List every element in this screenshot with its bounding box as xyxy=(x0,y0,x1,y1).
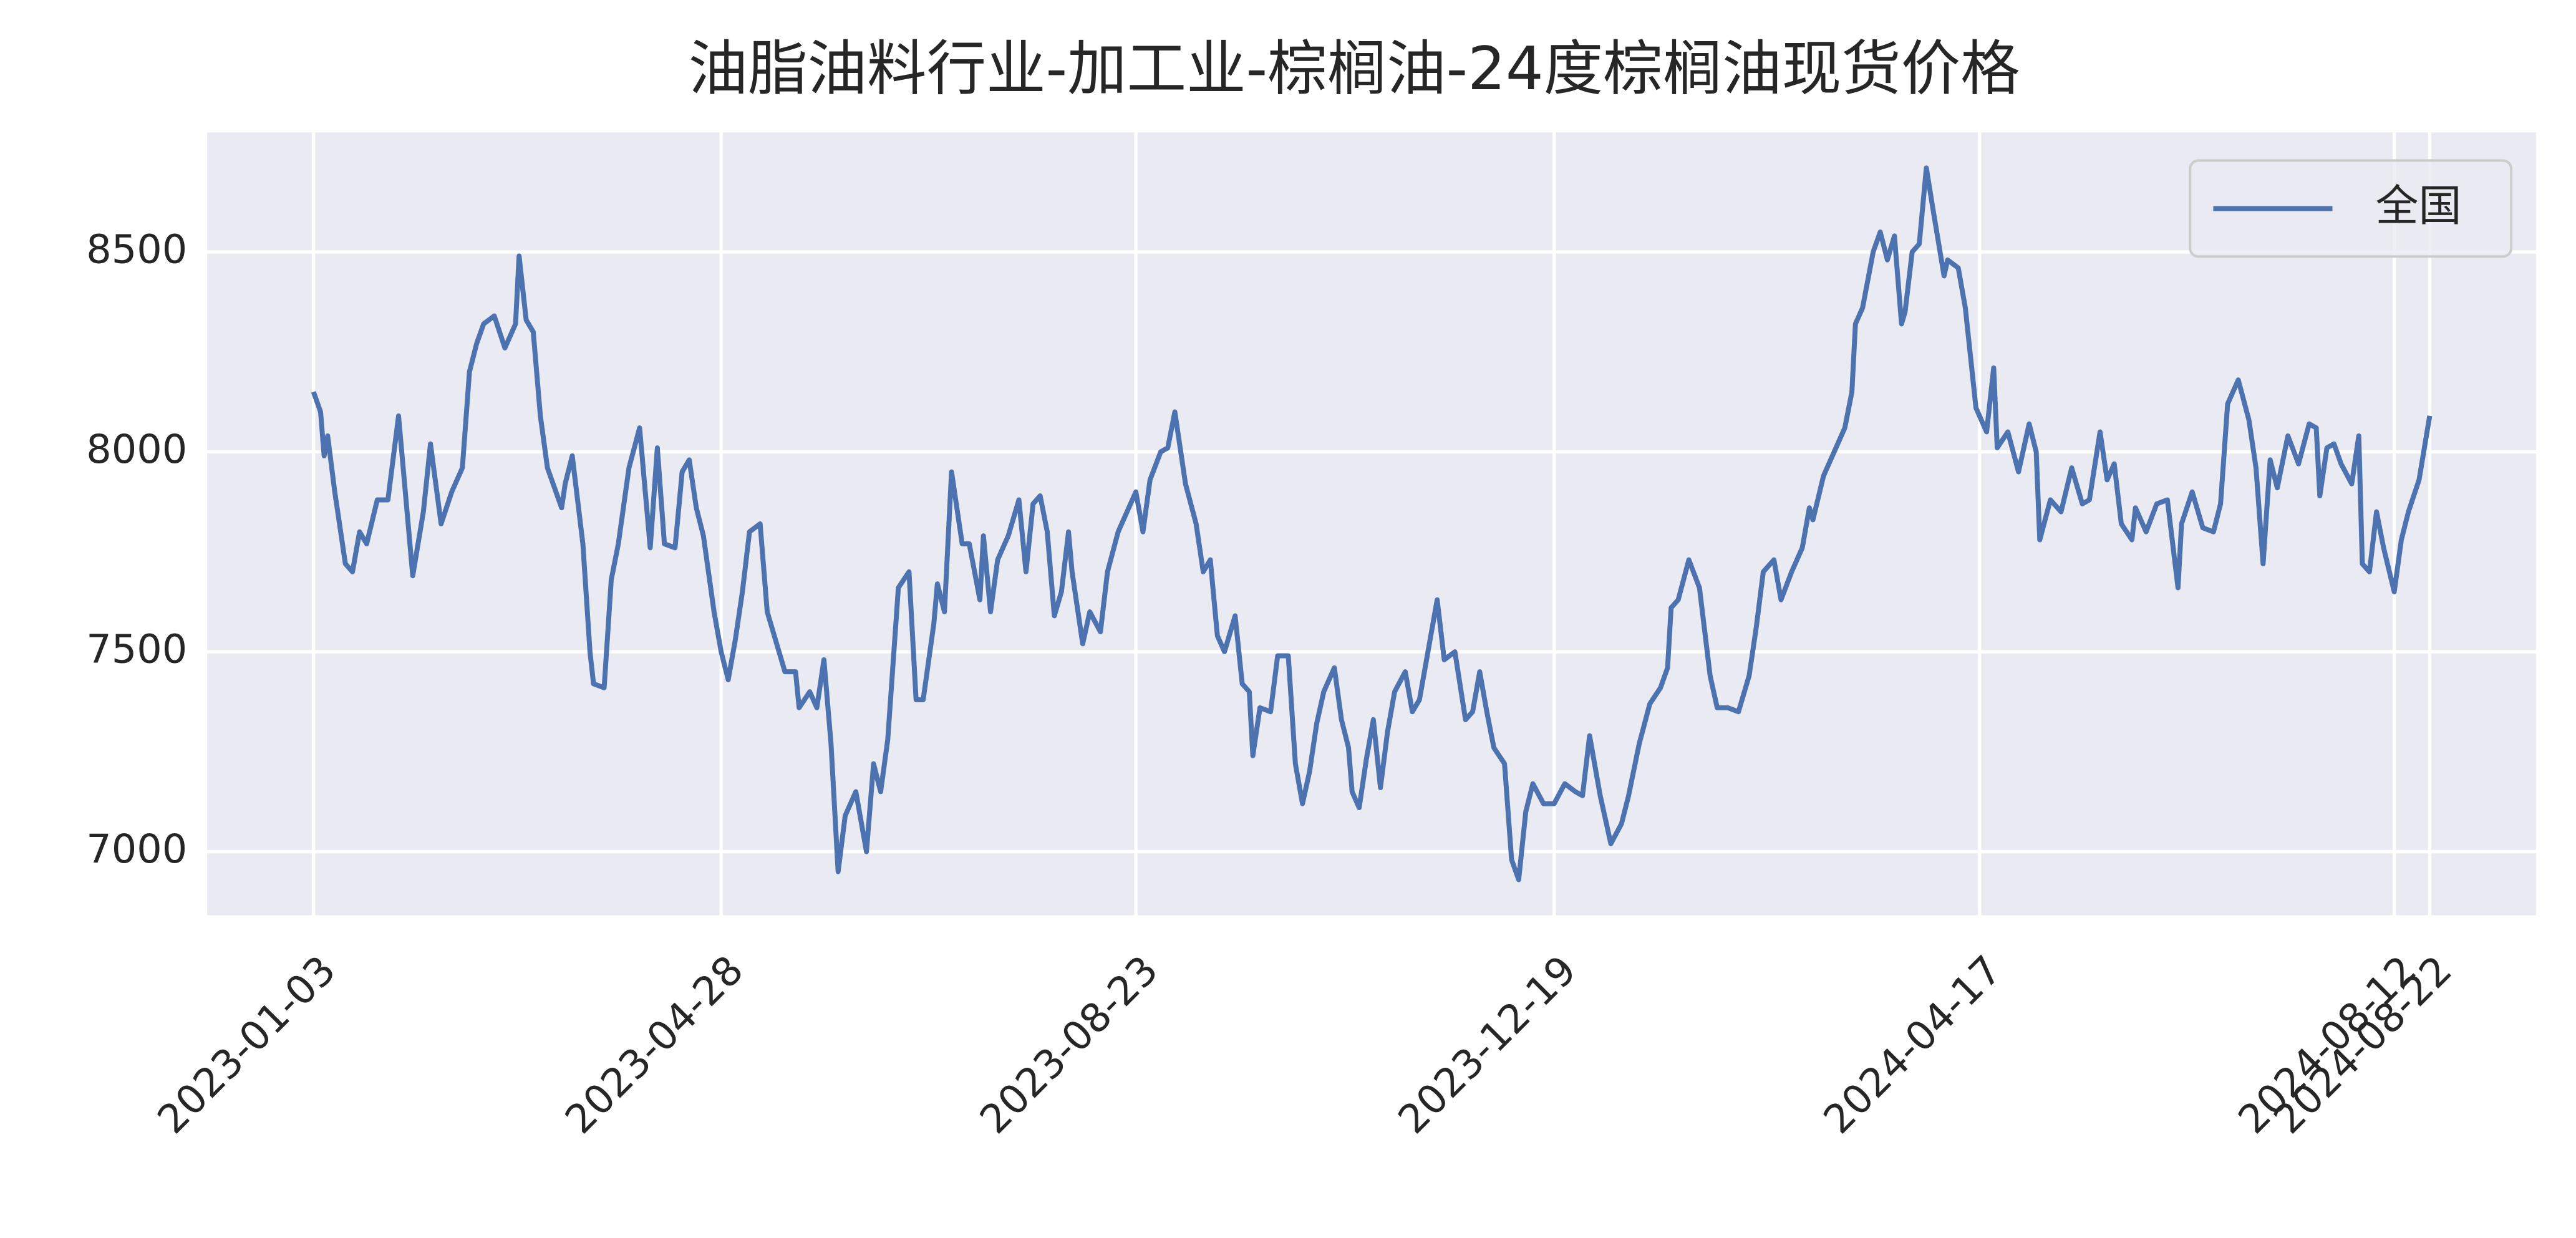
legend: 全国 xyxy=(2189,159,2513,258)
y-tick-label: 8500 xyxy=(86,227,187,273)
x-tick-label: 2024-08-12 xyxy=(2230,947,2426,1143)
chart-title: 油脂油料行业-加工业-棕榈油-24度棕榈油现货价格 xyxy=(689,34,2020,104)
line xyxy=(311,165,2433,883)
plot-area xyxy=(207,132,2536,916)
y-tick-label: 7500 xyxy=(86,627,187,673)
marks xyxy=(311,165,2433,883)
legend-label: 全国 xyxy=(2376,181,2462,231)
y-tick-label: 7000 xyxy=(86,826,187,873)
legend-box xyxy=(2189,159,2513,258)
x-tick-label: 2023-12-19 xyxy=(1390,947,1586,1143)
x-tick-label: 2023-08-23 xyxy=(971,947,1167,1143)
x-tick-label: 2023-01-03 xyxy=(149,947,345,1143)
x-tick-label: 2023-04-28 xyxy=(556,947,752,1143)
y-tick-label: 8000 xyxy=(86,427,187,473)
x-tick-label: 2024-04-17 xyxy=(1815,947,2011,1143)
grid xyxy=(207,132,2536,916)
